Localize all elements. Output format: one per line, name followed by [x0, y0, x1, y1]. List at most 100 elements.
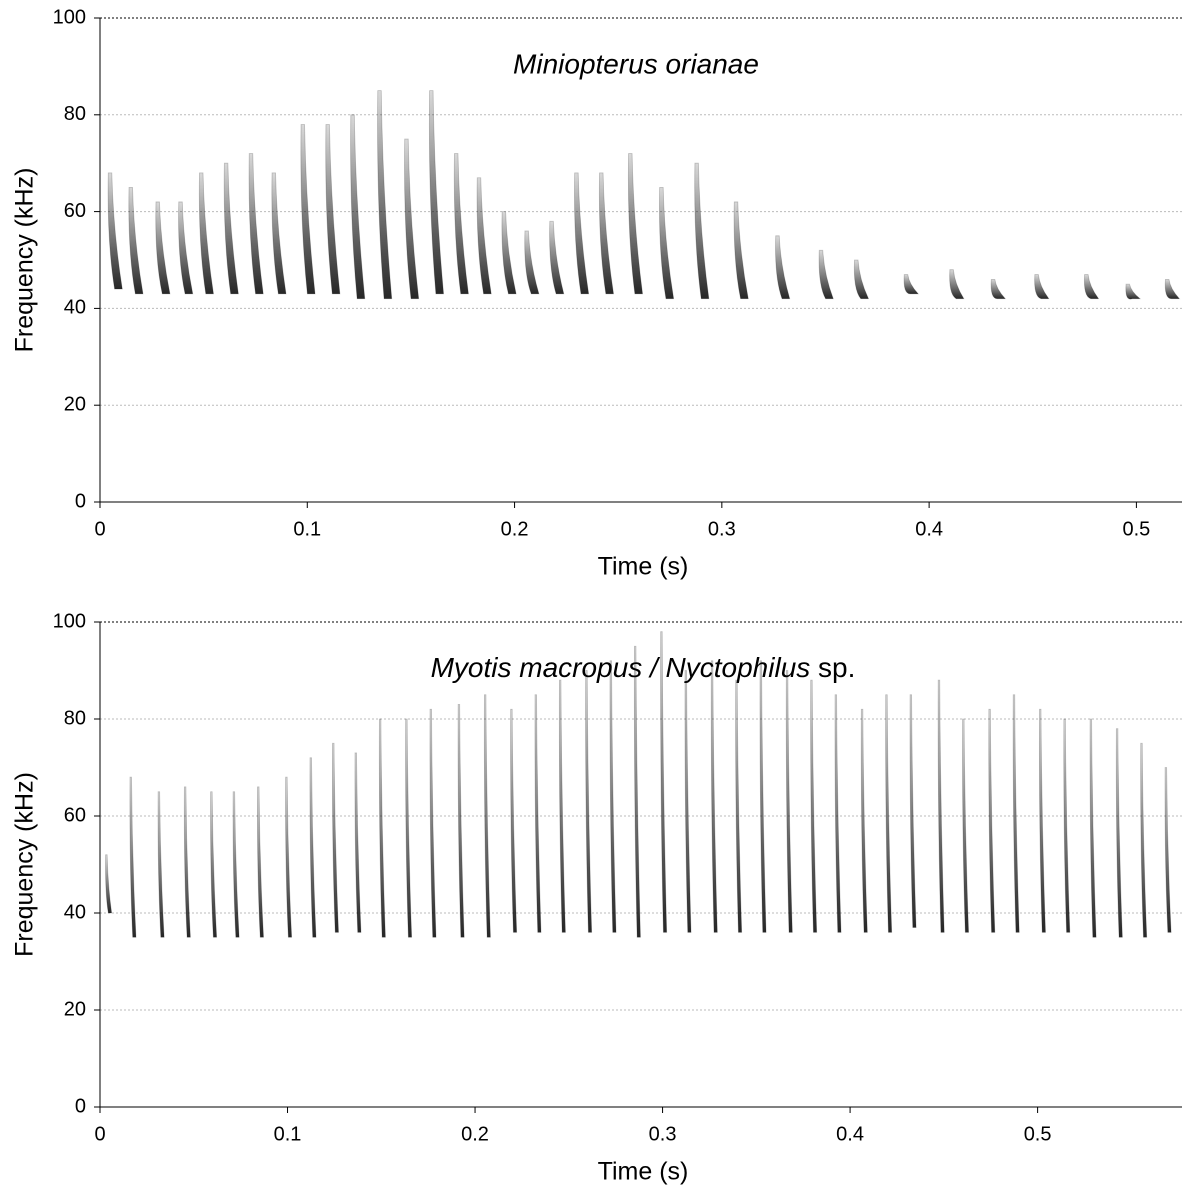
call-pulse [534, 694, 542, 933]
y-tick-label: 20 [64, 998, 86, 1020]
call-pulse [1140, 742, 1148, 938]
call-pulse [107, 172, 123, 290]
call-pulse [105, 854, 113, 914]
call-pulse [457, 704, 465, 938]
call-pulse [300, 124, 316, 295]
call-pulse [598, 172, 615, 295]
y-tick-label: 60 [64, 804, 86, 826]
call-pulse [853, 259, 870, 300]
call-pulse [178, 201, 194, 295]
call-pulse [257, 786, 264, 938]
call-pulse [988, 708, 996, 933]
x-tick-label: 0.5 [1122, 518, 1150, 540]
call-pulse [1164, 278, 1181, 300]
call-pulse [1063, 718, 1071, 933]
call-pulse [549, 220, 565, 295]
call-pulse [585, 670, 593, 933]
call-pulse [1089, 718, 1097, 938]
call-pulse [735, 679, 743, 933]
call-pulse [810, 679, 818, 933]
call-pulse [775, 235, 791, 300]
y-tick-label: 0 [75, 1095, 86, 1117]
y-tick-label: 80 [64, 103, 86, 125]
y-tick-label: 40 [64, 297, 86, 319]
y-tick-label: 80 [64, 707, 86, 729]
call-pulse [232, 791, 240, 938]
y-tick-label: 100 [53, 610, 86, 632]
call-pulse [210, 791, 218, 938]
call-pulse [501, 211, 517, 295]
x-tick-label: 0 [94, 1123, 105, 1145]
call-pulse [633, 645, 641, 938]
call-pulse [733, 201, 749, 300]
call-pulse [155, 201, 171, 295]
title-plain: sp. [818, 652, 855, 683]
call-pulse [574, 172, 590, 295]
y-axis-title: Frequency (kHz) [11, 772, 39, 957]
call-pulse [354, 752, 362, 933]
x-tick-label: 0.2 [461, 1123, 489, 1145]
call-pulse [309, 757, 317, 938]
call-pulse [659, 187, 675, 300]
call-pulse [949, 269, 965, 300]
call-pulse [909, 694, 917, 928]
call-pulse [405, 718, 413, 938]
y-axis-title: Frequency (kHz) [11, 168, 39, 353]
y-tick-label: 40 [64, 901, 86, 923]
call-pulse [198, 172, 214, 295]
panel-title: Miniopterus orianae [513, 48, 759, 79]
call-pulse [378, 718, 386, 938]
call-pulse [453, 153, 469, 295]
call-pulse [428, 90, 445, 295]
call-pulse [1125, 283, 1142, 300]
panel-title: Myotis macropus / Nyctophilus sp. [431, 652, 856, 683]
x-tick-label: 0 [94, 518, 105, 540]
title-italic: Myotis macropus / Nyctophilus [431, 652, 811, 683]
call-pulse [157, 791, 165, 938]
call-pulse [818, 249, 834, 300]
call-pulse [510, 708, 518, 933]
call-pulse [558, 679, 566, 933]
call-pulse [627, 153, 644, 295]
call-pulse [834, 694, 842, 933]
call-pulse [524, 230, 540, 295]
y-tick-label: 100 [53, 6, 86, 28]
x-axis-title: Time (s) [598, 1158, 689, 1186]
call-pulse [694, 162, 710, 300]
call-pulse [429, 708, 437, 938]
call-pulse [1012, 694, 1020, 933]
call-pulse [1083, 274, 1100, 300]
call-pulse [1034, 274, 1050, 300]
call-pulse [684, 670, 692, 933]
call-pulse [377, 90, 393, 300]
call-pulse [483, 694, 491, 938]
call-pulse [962, 718, 970, 933]
call-pulse [937, 679, 945, 933]
call-pulse [710, 660, 718, 933]
call-pulse [785, 670, 793, 933]
x-tick-label: 0.4 [836, 1123, 864, 1145]
y-tick-label: 0 [75, 490, 86, 512]
call-pulse [885, 694, 893, 933]
call-pulse [332, 742, 339, 933]
call-pulse [404, 138, 420, 300]
call-pulse [660, 631, 668, 933]
x-tick-label: 0.3 [649, 1123, 677, 1145]
call-pulse [285, 776, 293, 938]
call-pulse [248, 153, 264, 295]
call-pulse [903, 274, 920, 295]
call-pulse [990, 278, 1007, 300]
call-pulse [350, 114, 366, 300]
call-pulse [1164, 767, 1172, 933]
call-pulse [325, 124, 341, 295]
x-tick-label: 0.3 [708, 518, 736, 540]
call-pulse [860, 708, 868, 933]
x-tick-label: 0.1 [293, 518, 321, 540]
y-tick-label: 20 [64, 393, 86, 415]
call-pulse [1115, 728, 1123, 938]
call-pulse [1038, 708, 1046, 933]
x-tick-label: 0.2 [501, 518, 529, 540]
x-tick-label: 0.4 [915, 518, 943, 540]
x-tick-label: 0.5 [1024, 1123, 1052, 1145]
